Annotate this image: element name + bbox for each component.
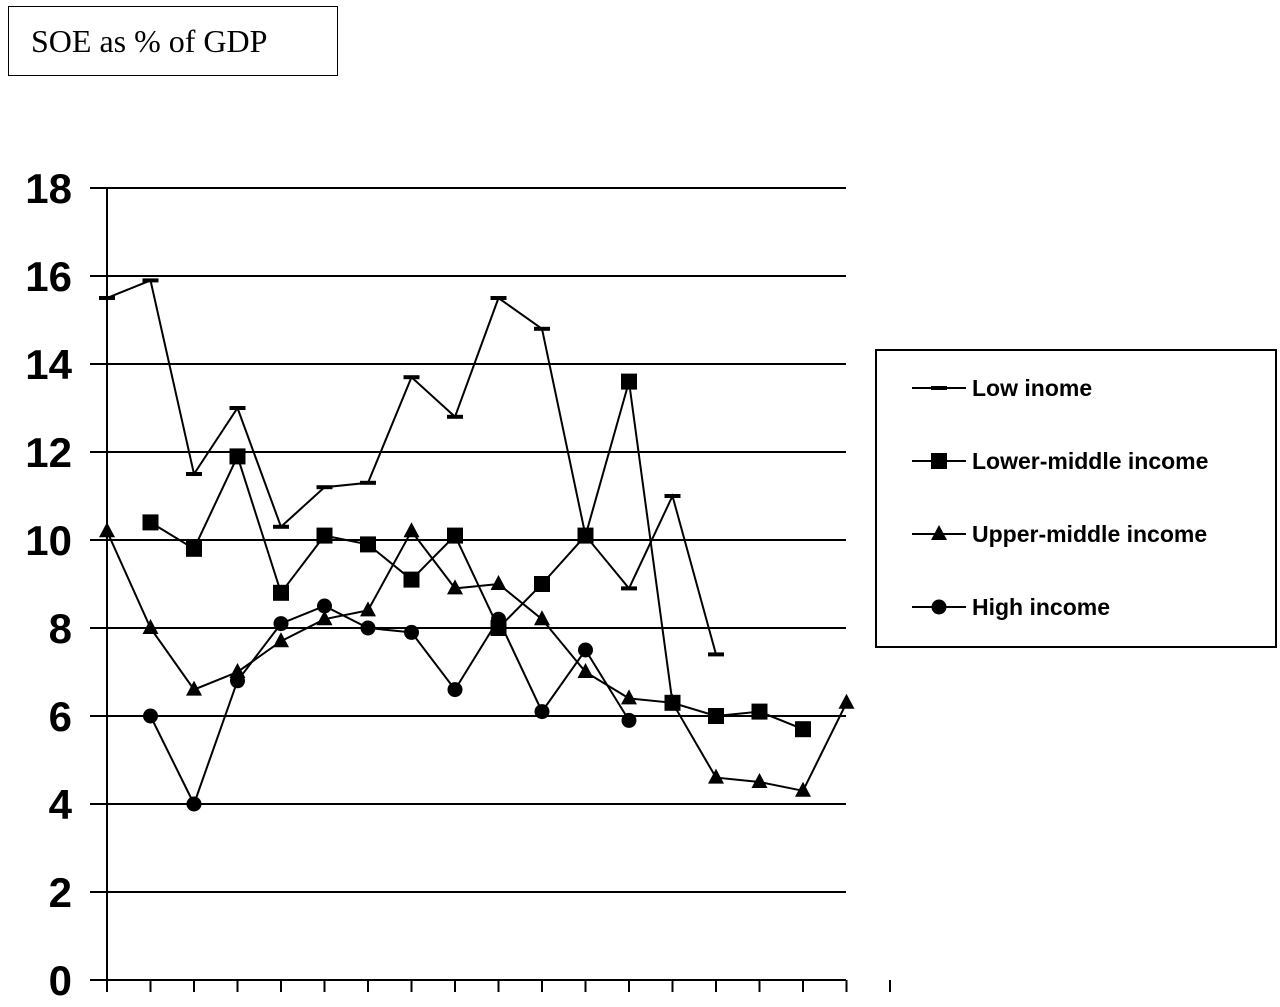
- series-line: [106, 529, 848, 792]
- chart-title: SOE as % of GDP: [8, 6, 338, 76]
- series-line: [106, 279, 717, 655]
- y-tick-label: 0: [49, 957, 72, 1004]
- data-point: [795, 781, 811, 797]
- data-point: [447, 682, 463, 698]
- data-point: [490, 575, 507, 590]
- legend-item-3: High income: [912, 594, 1110, 620]
- data-point: [142, 619, 159, 634]
- series: [99, 278, 855, 812]
- series-3: [143, 598, 637, 812]
- data-point: [664, 693, 681, 709]
- data-point: [186, 540, 202, 557]
- data-point: [404, 624, 419, 640]
- data-point: [708, 768, 724, 784]
- series-line: [149, 604, 630, 807]
- data-point: [360, 536, 376, 553]
- data-point: [931, 599, 947, 615]
- data-point: [403, 522, 420, 538]
- data-point: [708, 708, 724, 724]
- legend: Low inome Lower-middle income Upper-middle…: [875, 349, 1277, 648]
- y-tick-label: 18: [25, 165, 72, 212]
- data-point: [577, 527, 594, 544]
- data-point: [447, 527, 463, 544]
- data-point: [621, 712, 637, 728]
- y-tick-label: 16: [25, 253, 72, 300]
- y-tick-label: 4: [49, 781, 73, 828]
- data-point: [360, 601, 376, 617]
- gridlines: [90, 187, 846, 981]
- data-point: [534, 704, 550, 720]
- data-point: [316, 610, 333, 626]
- legend-item-0: Low inome: [912, 375, 1092, 401]
- y-tick-label: 10: [25, 517, 72, 564]
- data-point: [534, 610, 550, 626]
- series-1: [142, 373, 811, 738]
- axes: 0 2 4 6 8 10 12 14 16 18: [25, 165, 891, 1004]
- data-point: [491, 611, 506, 627]
- data-point: [273, 632, 289, 648]
- data-point: [316, 527, 333, 544]
- data-point: [751, 773, 768, 788]
- data-point: [99, 522, 115, 538]
- data-point: [447, 579, 463, 595]
- data-point: [360, 620, 376, 636]
- legend-label: Upper-middle income: [972, 521, 1207, 547]
- y-tick-label: 2: [49, 869, 72, 916]
- legend-label: High income: [972, 594, 1110, 620]
- data-point: [186, 796, 202, 812]
- data-point: [931, 525, 947, 540]
- data-point: [621, 689, 637, 705]
- data-point: [577, 663, 594, 678]
- series-line: [149, 381, 804, 731]
- data-point: [403, 571, 420, 588]
- legend-label: Lower-middle income: [972, 448, 1208, 474]
- data-point: [230, 673, 245, 689]
- data-point: [273, 584, 289, 601]
- data-point: [534, 576, 550, 592]
- data-point: [229, 448, 246, 465]
- data-point: [931, 453, 947, 469]
- y-tick-label: 14: [25, 341, 72, 388]
- data-point: [186, 680, 202, 696]
- y-tick-label: 8: [49, 605, 72, 652]
- series-2: [99, 522, 855, 797]
- data-point: [578, 642, 593, 658]
- data-point: [317, 598, 332, 614]
- data-point: [621, 373, 637, 390]
- data-point: [273, 616, 289, 632]
- series-0: [99, 278, 724, 657]
- legend-label: Low inome: [972, 375, 1092, 401]
- data-point: [142, 514, 159, 531]
- legend-box: [875, 349, 1277, 648]
- data-point: [795, 721, 811, 738]
- legend-item-1: Lower-middle income: [912, 448, 1208, 474]
- y-tick-label: 6: [49, 693, 72, 740]
- legend-item-2: Upper-middle income: [912, 521, 1207, 547]
- data-point: [838, 693, 855, 709]
- y-tick-label: 12: [25, 429, 72, 476]
- data-point: [143, 708, 158, 724]
- data-point: [751, 703, 768, 720]
